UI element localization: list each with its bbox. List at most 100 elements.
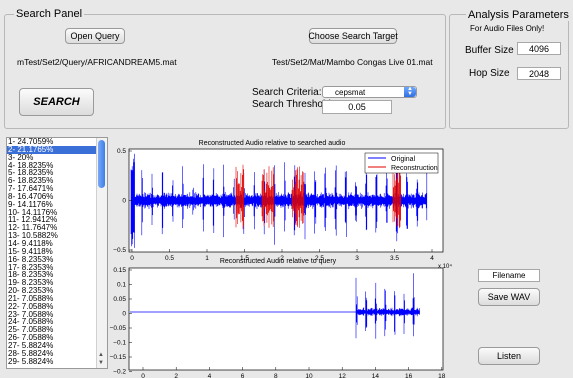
result-item[interactable]: 18- 8.2353%	[8, 270, 54, 280]
x-tick-label: 0	[130, 255, 134, 262]
x-tick-label: 16	[405, 373, 413, 378]
result-item[interactable]: 25- 7.0588%	[8, 325, 54, 335]
bottom-plot-ticks: 0 2 4 6 8 10 12 14 16 18 0.15 0.1 0.05 0 −0.05 −0.1 −0.1…	[110, 267, 446, 378]
x-tick-label: 2.5	[315, 255, 324, 262]
x-tick-label: 0	[141, 373, 145, 378]
target-path-field: Test/Set2/Mat/Mambo Congas Live 01.mat	[272, 57, 433, 67]
select-arrows-icon: ▲ ▼	[404, 86, 416, 97]
scroll-up-icon[interactable]: ▲	[98, 352, 104, 358]
query-path-field: mTest/Set2/Query/AFRICANDREAM5.mat	[17, 57, 177, 67]
top-plot-waveform	[130, 153, 428, 248]
listen-button[interactable]: Listen	[478, 347, 540, 365]
y-tick-label: 0.05	[113, 296, 126, 303]
x-tick-label: 6	[241, 373, 245, 378]
search-criteria-label: Search Criteria:	[252, 87, 322, 98]
result-item[interactable]: 15- 9.4118%	[8, 246, 53, 256]
result-item[interactable]: 13- 10.5882%	[8, 231, 58, 241]
reconstruction-waveform	[235, 164, 401, 230]
x-tick-label: 1	[205, 255, 209, 262]
result-item[interactable]: 8- 16.4706%	[8, 191, 54, 201]
buffer-size-label: Buffer Size	[465, 45, 514, 56]
top-plot-title: Reconstructed Audio relative to searched…	[199, 140, 346, 147]
y-tick-label: 0	[122, 198, 126, 205]
search-button[interactable]: SEARCH	[19, 88, 94, 116]
x-tick-label: 1.5	[240, 255, 249, 262]
result-item[interactable]: 23- 7.0588%	[8, 309, 54, 319]
open-query-button[interactable]: Open Query	[65, 28, 125, 44]
y-tick-label: −0.15	[110, 354, 127, 361]
hop-size-field[interactable]: 2048	[517, 67, 561, 80]
result-item[interactable]: 26- 7.0588%	[8, 333, 54, 343]
save-wav-button[interactable]: Save WAV	[478, 288, 540, 306]
results-scroll-thumb[interactable]	[98, 140, 105, 188]
search-threshold-field[interactable]: 0.05	[322, 100, 392, 114]
y-tick-label: 0	[122, 311, 126, 318]
x-tick-label: 12	[339, 373, 347, 378]
result-item[interactable]: 20- 8.2353%	[8, 286, 54, 296]
y-tick-label: 0.5	[117, 148, 126, 155]
buffer-size-field[interactable]: 4096	[517, 42, 561, 55]
y-tick-label: −0.1	[113, 340, 126, 347]
result-item[interactable]: 4- 18.8235%	[8, 160, 54, 170]
analysis-panel-title: Analysis Parameters	[466, 9, 571, 21]
x-tick-label: 4	[208, 373, 212, 378]
result-item[interactable]: 9- 14.1176%	[8, 199, 53, 209]
results-scrollbar[interactable]: ▲ ▼	[96, 138, 107, 368]
x-tick-label: 2	[280, 255, 284, 262]
results-list[interactable]: 1- 24.7059% 2- 21.1765% 3- 20% 4- 18.8235% 5…	[6, 137, 108, 369]
search-threshold-label: Search Threshold:	[252, 99, 334, 110]
x-tick-label: 8	[274, 373, 278, 378]
result-item[interactable]: 27- 5.8824%	[8, 340, 54, 350]
result-item[interactable]: 5- 18.8235%	[8, 168, 54, 178]
scroll-down-icon[interactable]: ▼	[98, 360, 104, 366]
bottom-plot-title: Reconstructed Audio relative to query	[220, 258, 337, 265]
result-item[interactable]: 17- 8.2353%	[8, 262, 54, 272]
result-item[interactable]: 29- 5.8824%	[8, 356, 54, 366]
y-tick-label: 0.15	[113, 267, 126, 274]
analysis-panel-subtitle: For Audio Files Only!	[470, 24, 545, 33]
bottom-plot-axes	[128, 267, 444, 371]
x-tick-label: 18	[438, 373, 446, 378]
legend-original-label: Original	[391, 156, 416, 163]
top-plot-legend: Original Reconstruction	[364, 152, 439, 174]
search-panel-title: Search Panel	[14, 8, 85, 20]
x-tick-label: 0.5	[165, 255, 174, 262]
search-criteria-value: cepsmat	[335, 88, 366, 97]
result-item[interactable]: 16- 8.2353%	[8, 254, 54, 264]
x-tick-label: 4	[430, 255, 434, 262]
top-plot-ticks: 0 0.5 1 1.5 2 2.5 3 3.5 4 0.5 0 −0.5	[113, 148, 434, 262]
results-list-items: 1- 24.7059% 2- 21.1765% 3- 20% 4- 18.8235% 5…	[7, 138, 107, 365]
result-item[interactable]: 24- 7.0588%	[8, 317, 54, 327]
result-item[interactable]: 7- 17.6471%	[8, 184, 54, 194]
x-tick-label: 3	[355, 255, 359, 262]
result-item[interactable]: 12- 11.7647%	[8, 223, 58, 233]
x-tick-label: 14	[372, 373, 380, 378]
choose-search-target-button[interactable]: Choose Search Target	[308, 28, 398, 44]
x-tick-label: 3.5	[390, 255, 399, 262]
result-item[interactable]: 28- 5.8824%	[8, 348, 54, 358]
result-item[interactable]: 6- 18.8235%	[8, 176, 54, 186]
x-tick-label: 2	[174, 373, 178, 378]
legend-reconstruction-label: Reconstruction	[391, 165, 438, 172]
search-criteria-select[interactable]: cepsmat ▲ ▼	[322, 86, 417, 98]
result-item[interactable]: 21- 7.0588%	[8, 293, 54, 303]
y-tick-label: −0.5	[113, 247, 126, 254]
result-item[interactable]: 22- 7.0588%	[8, 301, 54, 311]
result-item[interactable]: 10- 14.1176%	[8, 207, 58, 217]
top-plot-x-exponent: x 10⁴	[438, 263, 452, 270]
result-item[interactable]: 2- 21.1765%	[7, 145, 107, 154]
query-waveform	[355, 273, 420, 339]
search-panel	[4, 14, 446, 129]
y-tick-label: 0.1	[117, 282, 126, 289]
y-tick-label: −0.2	[113, 369, 126, 376]
result-item[interactable]: 14- 9.4118%	[8, 238, 53, 248]
filename-field[interactable]: Filename	[478, 269, 540, 282]
bottom-plot-waveform	[130, 273, 420, 339]
x-tick-label: 10	[305, 373, 313, 378]
result-item[interactable]: 19- 8.2353%	[8, 278, 54, 288]
result-item[interactable]: 1- 24.7059%	[8, 137, 54, 146]
y-tick-label: −0.05	[110, 325, 127, 332]
result-item[interactable]: 11- 12.9412%	[8, 215, 58, 225]
result-item[interactable]: 3- 20%	[8, 152, 34, 162]
